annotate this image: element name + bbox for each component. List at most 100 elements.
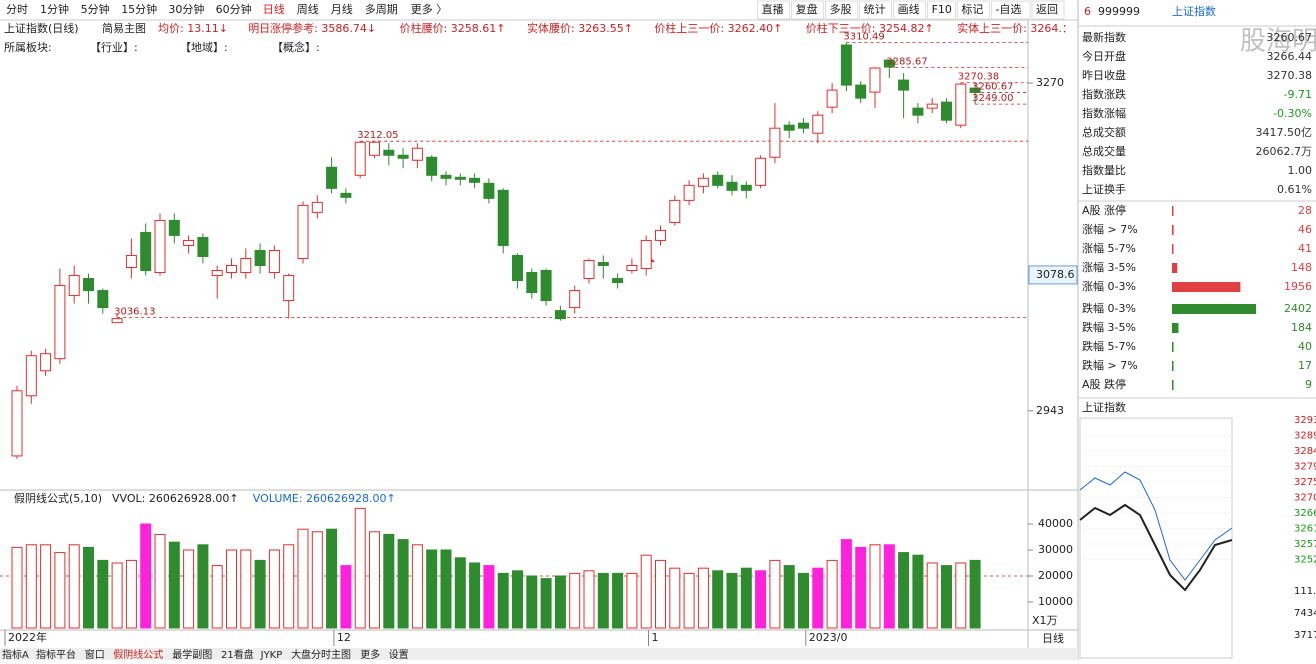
candle-body — [769, 127, 781, 158]
mini-tick: 3252 — [1294, 555, 1316, 566]
candle-body — [254, 249, 266, 267]
volume-bar — [655, 559, 666, 629]
toolbar-button-label[interactable]: F10 — [932, 3, 952, 16]
candle-body — [812, 114, 824, 134]
candle-body — [83, 278, 94, 292]
volume-bar — [254, 559, 266, 629]
toolbar-item[interactable]: 1分钟 — [40, 2, 69, 16]
toolbar-button-label[interactable]: 统计 — [864, 3, 886, 16]
toolbar-button-label[interactable]: 复盘 — [796, 2, 818, 16]
toolbar-button-label[interactable]: 返回 — [1036, 3, 1058, 16]
dist-label: 涨幅 > 7% — [1082, 223, 1138, 236]
toolbar-button-label[interactable]: 标记 — [961, 2, 983, 16]
toolbar-button-label[interactable]: 多股 — [830, 2, 852, 16]
toolbar-item[interactable]: 周线 — [297, 2, 319, 16]
volume-bar — [926, 562, 938, 629]
mini-frame — [1079, 417, 1233, 659]
dist-bar — [1172, 244, 1174, 254]
dist-label: 跌幅 3-5% — [1082, 320, 1136, 334]
dist-count: 28 — [1298, 204, 1312, 217]
toolbar-button-label[interactable]: -自选 — [995, 3, 1021, 16]
volume-bar — [812, 567, 824, 629]
tab[interactable]: 更多 — [360, 648, 380, 661]
dist-label: 涨幅 0-3% — [1082, 280, 1136, 293]
candle-body — [783, 124, 795, 131]
toolbar-button[interactable] — [791, 0, 825, 20]
volume-bar — [426, 549, 438, 629]
volume-item: VOLUME: 260626928.00↑ — [253, 492, 396, 505]
toolbar-button[interactable] — [893, 0, 927, 20]
tab[interactable]: 最学副图 — [172, 648, 212, 661]
stat-label: 昨日收盘 — [1082, 68, 1126, 82]
dist-count: 46 — [1298, 223, 1312, 236]
toolbar-item[interactable]: 日线 — [263, 2, 285, 16]
toolbar-item[interactable]: 更多 〉 — [411, 2, 448, 16]
dist-label: 跌幅 > 7% — [1082, 358, 1138, 372]
candle-body — [469, 177, 481, 183]
volume-bar — [640, 554, 652, 629]
dist-count: 40 — [1298, 340, 1312, 353]
toolbar-item[interactable]: 多周期 — [365, 2, 398, 16]
toolbar-button[interactable] — [757, 0, 791, 20]
tab[interactable]: 假阴线公式 — [113, 648, 163, 661]
tab[interactable]: 窗口 — [85, 648, 105, 661]
candle-body — [68, 275, 80, 297]
tab[interactable]: 指标平台 — [36, 648, 76, 661]
dist-bar — [1172, 282, 1241, 292]
volume-item: VVOL: 260626928.00↑ — [112, 492, 239, 505]
volume-bar — [941, 565, 952, 629]
toolbar-button[interactable] — [859, 0, 893, 20]
tab[interactable]: 设置 — [389, 649, 409, 661]
volume-bar — [497, 572, 509, 629]
tab[interactable]: JYKP — [260, 650, 283, 661]
price-annotation: 3212.05 — [357, 130, 398, 141]
volume-bar — [969, 559, 981, 629]
tab[interactable]: 21看盘 — [221, 648, 254, 661]
toolbar-button[interactable] — [990, 0, 1031, 20]
dist-count: 41 — [1298, 242, 1312, 255]
toolbar-item[interactable]: 5分钟 — [81, 2, 110, 16]
candle-body — [240, 257, 252, 274]
candle-body — [311, 201, 323, 213]
price-annotation: 3249.00 — [972, 93, 1013, 104]
mini-vol-tick: 371742 — [1294, 630, 1316, 641]
volume-bar — [54, 552, 66, 629]
toolbar-button-label[interactable]: 画线 — [898, 2, 920, 16]
y-tick-label: 3078.6 — [1036, 268, 1075, 281]
candle-body — [712, 174, 724, 186]
volume-bar — [726, 572, 738, 629]
tab[interactable]: 指标A — [2, 648, 29, 661]
stat-label: 上证换手 — [1082, 182, 1126, 196]
x-tick-label: 12 — [337, 631, 351, 644]
dist-label: 跌幅 0-3% — [1082, 301, 1136, 315]
toolbar-item[interactable]: 15分钟 — [121, 2, 157, 16]
toolbar-button[interactable] — [1031, 0, 1065, 20]
toolbar-button-label[interactable]: 直播 — [762, 2, 784, 16]
mini-tick: 3275 — [1294, 477, 1316, 488]
toolbar-button[interactable] — [927, 0, 956, 20]
candle-body — [354, 141, 366, 176]
dist-label: A股 跌停 — [1082, 377, 1126, 391]
volume-bar — [283, 544, 295, 629]
volume-bar — [740, 567, 752, 629]
candle-body — [168, 219, 180, 236]
volume-bar — [469, 562, 481, 629]
toolbar-item[interactable]: 30分钟 — [168, 2, 204, 16]
volume-bar — [540, 578, 552, 629]
candle-body — [798, 122, 809, 129]
y-tick-label: 2943 — [1036, 404, 1064, 417]
candle-body — [283, 275, 295, 302]
toolbar-item[interactable]: 月线 — [331, 2, 353, 16]
volume-bar — [512, 570, 523, 629]
tab[interactable]: 大盘分时主图 — [291, 648, 351, 661]
toolbar-button[interactable] — [825, 0, 859, 20]
toolbar-item[interactable]: 60分钟 — [216, 2, 252, 16]
mini-vol-tick: 743484 — [1294, 608, 1316, 619]
toolbar-button[interactable] — [956, 0, 990, 20]
volume-bar — [311, 531, 323, 629]
volume-bar — [240, 549, 252, 629]
volume-bar — [569, 572, 581, 629]
volume-bar — [354, 507, 366, 629]
candle-body — [97, 290, 109, 309]
toolbar-item[interactable]: 分时 — [6, 3, 28, 16]
